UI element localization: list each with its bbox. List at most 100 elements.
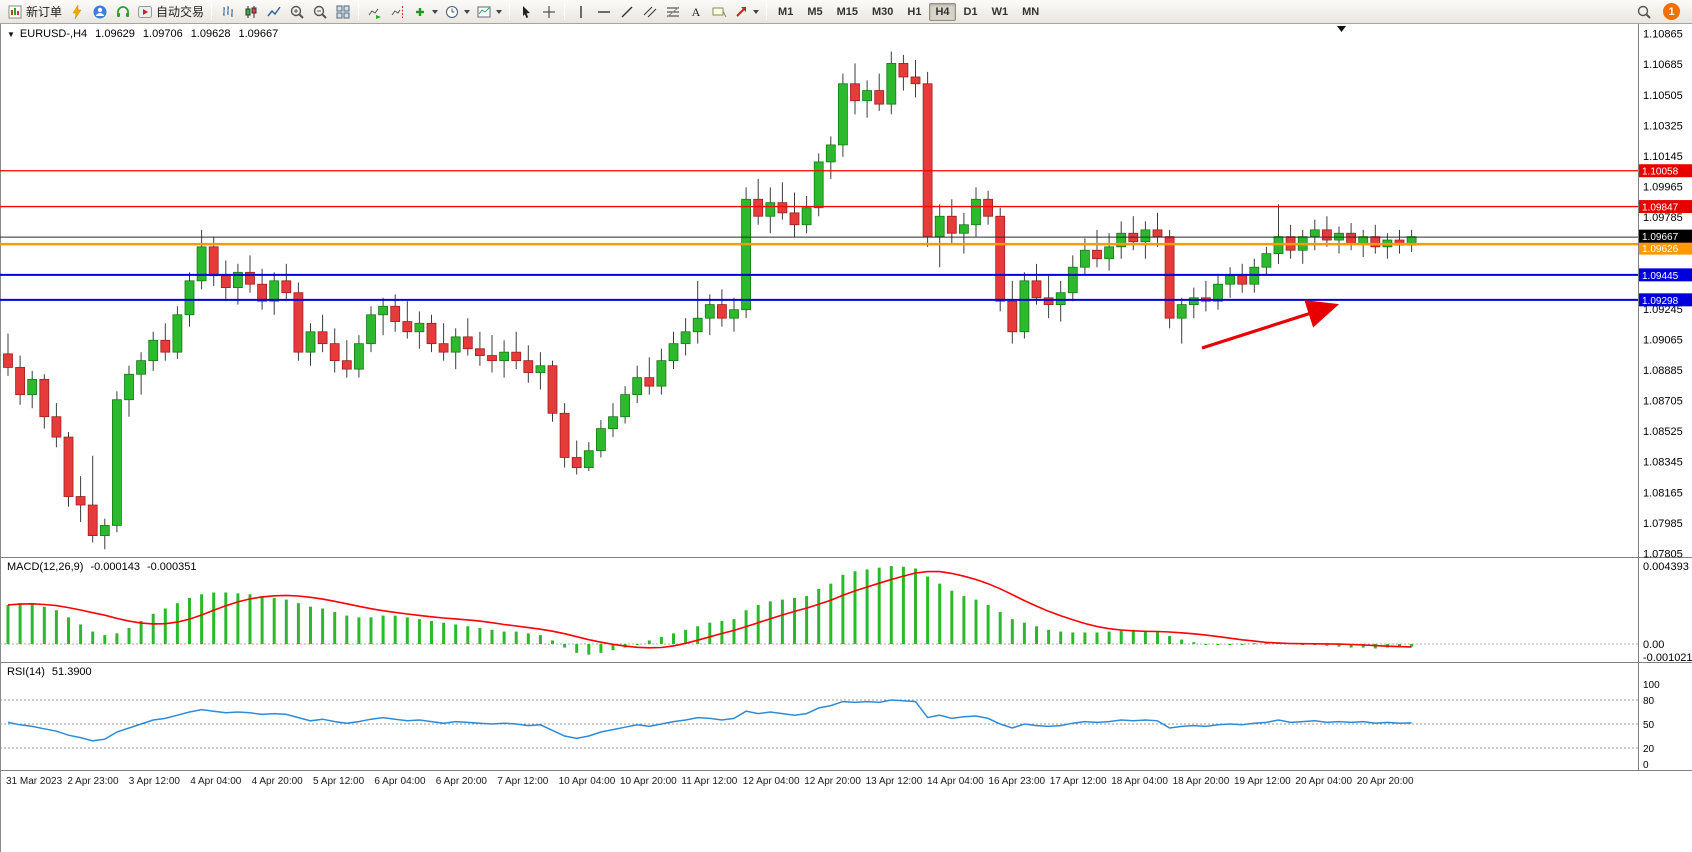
fibonacci-icon (666, 6, 679, 17)
chevron-down-icon (753, 9, 760, 14)
indicators-icon (416, 7, 425, 16)
horizontal-line-button[interactable] (592, 2, 615, 22)
svg-text:1.09245: 1.09245 (1643, 304, 1683, 316)
periods-clock-icon (446, 5, 459, 18)
svg-text:4 Apr 20:00: 4 Apr 20:00 (252, 776, 304, 787)
svg-text:18 Apr 20:00: 18 Apr 20:00 (1173, 776, 1230, 787)
cursor-icon (522, 5, 530, 18)
cursor-button[interactable] (514, 2, 537, 22)
toolbar-separator (766, 3, 768, 20)
macd-value: -0.000143 (90, 561, 140, 573)
chart-shift-button[interactable] (386, 2, 409, 22)
toolbar-separator (564, 3, 566, 20)
macd-signal-line (7, 570, 1412, 649)
vertical-line-button[interactable] (569, 2, 592, 22)
notification-badge[interactable]: 1 (1663, 3, 1680, 20)
svg-text:0.00: 0.00 (1643, 639, 1664, 651)
bar-chart-icon (222, 5, 233, 17)
text-label-button[interactable] (707, 2, 730, 22)
chevron-down-icon (496, 9, 503, 14)
svg-text:1.09785: 1.09785 (1643, 212, 1683, 224)
scroll-to-end-marker-icon[interactable] (1337, 26, 1346, 32)
svg-text:5 Apr 12:00: 5 Apr 12:00 (313, 776, 365, 787)
text-button[interactable]: A (684, 2, 707, 22)
zoom-in-button[interactable] (285, 2, 308, 22)
svg-text:3 Apr 12:00: 3 Apr 12:00 (129, 776, 181, 787)
macd-panel[interactable] (0, 560, 1638, 660)
svg-text:A: A (691, 5, 700, 19)
lightning-button[interactable] (65, 2, 88, 22)
price-tag-1.09626 (1639, 241, 1692, 255)
line-chart-button[interactable] (262, 2, 285, 22)
arrows-button[interactable] (730, 2, 762, 22)
equidistant-channel-button[interactable] (638, 2, 661, 22)
zoom-out-icon (313, 5, 327, 19)
price-axis[interactable] (1639, 24, 1692, 770)
chart-shift-icon (391, 5, 403, 18)
price-tag-1.09298 (1639, 293, 1692, 307)
svg-text:20: 20 (1643, 744, 1655, 755)
timeframe-d1-button[interactable]: D1 (963, 5, 978, 18)
vertical-line-icon (579, 5, 582, 18)
tile-windows-button[interactable] (331, 2, 354, 22)
timeframe-m5-button[interactable]: M5 (807, 5, 823, 18)
svg-text:1.10325: 1.10325 (1643, 120, 1683, 132)
svg-text:1.09298: 1.09298 (1642, 296, 1679, 307)
svg-text:4 Apr 04:00: 4 Apr 04:00 (190, 776, 242, 787)
auto-scroll-button[interactable] (363, 2, 386, 22)
headset-button[interactable] (111, 2, 134, 22)
autotrading-button[interactable]: 自动交易 (134, 2, 207, 22)
timeframe-m1-button[interactable]: M1 (778, 5, 794, 18)
chart-plot-area[interactable] (0, 24, 1638, 556)
timeframe-w1-button[interactable]: W1 (991, 5, 1009, 18)
svg-text:1.08885: 1.08885 (1643, 365, 1683, 377)
macd-histogram (6, 566, 1414, 655)
svg-text:1.09445: 1.09445 (1642, 271, 1679, 282)
equidistant-channel-icon (643, 6, 656, 17)
bar-chart-button[interactable] (216, 2, 239, 22)
rsi-panel[interactable] (0, 665, 1638, 768)
lightning-icon (72, 3, 81, 19)
svg-text:1.09626: 1.09626 (1642, 244, 1679, 255)
svg-text:1.08525: 1.08525 (1643, 426, 1683, 438)
search-button[interactable] (1632, 2, 1655, 22)
svg-text:1.09065: 1.09065 (1643, 334, 1683, 346)
timeframe-h4-button[interactable]: H4 (929, 2, 956, 21)
price-tag-1.10058 (1639, 164, 1692, 178)
timeframe-m15-button[interactable]: M15 (836, 5, 858, 18)
timeframe-m30-button[interactable]: M30 (872, 5, 894, 18)
price-tag-1.09847 (1639, 200, 1692, 214)
rsi-value: 51.3900 (51, 666, 92, 678)
candlestick-chart-icon (245, 5, 257, 18)
svg-text:18 Apr 04:00: 18 Apr 04:00 (1111, 776, 1168, 787)
svg-text:1.09965: 1.09965 (1643, 182, 1683, 194)
indicators-button[interactable] (409, 2, 441, 22)
tile-windows-icon (336, 5, 350, 18)
line-chart-icon (266, 6, 281, 16)
crosshair-button[interactable] (537, 2, 560, 22)
templates-button[interactable] (473, 2, 505, 22)
new-order-button[interactable]: 新订单 (4, 2, 65, 22)
svg-text:0.004393: 0.004393 (1643, 561, 1689, 573)
toolbar-separator (211, 3, 213, 20)
annotation-arrow[interactable] (1201, 300, 1340, 350)
chart-title: ▼ EURUSD-,H4 1.09629 1.09706 1.09628 1.0… (7, 28, 278, 40)
svg-text:1.07805: 1.07805 (1643, 548, 1683, 560)
timeframe-mn-button[interactable]: MN (1022, 5, 1040, 18)
profile-button[interactable] (88, 2, 111, 22)
chevron-down-icon (432, 9, 439, 14)
svg-text:6 Apr 04:00: 6 Apr 04:00 (374, 776, 426, 787)
trendline-button[interactable] (615, 2, 638, 22)
periods-button[interactable] (441, 2, 473, 22)
profile-icon (93, 5, 107, 18)
svg-text:1.10685: 1.10685 (1643, 59, 1683, 71)
autotrading-label: 自动交易 (156, 5, 205, 19)
svg-text:1.09847: 1.09847 (1642, 203, 1679, 214)
candlestick-chart-button[interactable] (239, 2, 262, 22)
svg-text:1.10145: 1.10145 (1643, 151, 1683, 163)
time-axis[interactable] (0, 771, 1638, 791)
zoom-out-button[interactable] (308, 2, 331, 22)
svg-text:1.10505: 1.10505 (1643, 90, 1683, 102)
timeframe-h1-button[interactable]: H1 (907, 5, 922, 18)
fibonacci-button[interactable] (661, 2, 684, 22)
